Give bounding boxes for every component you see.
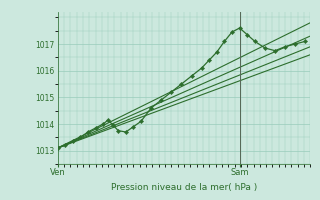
- X-axis label: Pression niveau de la mer( hPa ): Pression niveau de la mer( hPa ): [111, 183, 257, 192]
